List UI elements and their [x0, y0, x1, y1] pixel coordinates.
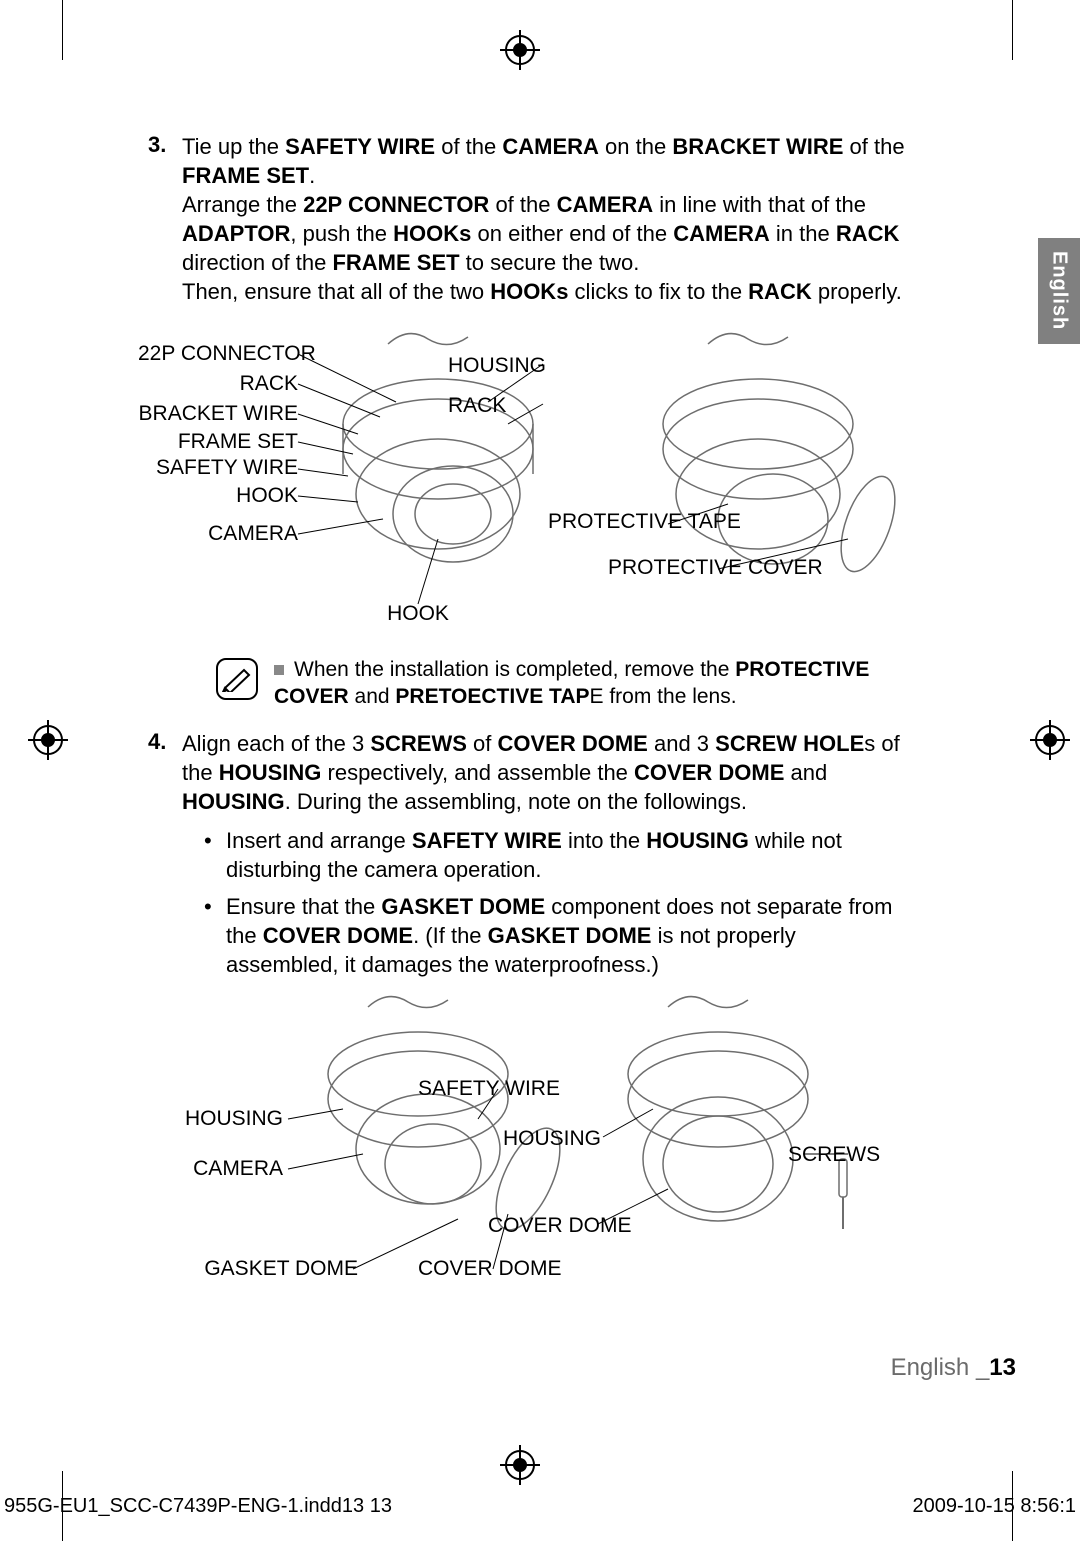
label-frame-set: FRAME SET [138, 430, 298, 454]
label-gasket-dome: GASKET DOME [158, 1257, 358, 1281]
label-camera: CAMERA [138, 522, 298, 546]
note-icon [216, 658, 258, 700]
step-number: 3. [148, 132, 166, 158]
step-3: 3. Tie up the SAFETY WIRE of the CAMERA … [148, 132, 908, 711]
note-text: When the installation is completed, remo… [274, 656, 908, 711]
label-hook-b: HOOK [358, 602, 478, 626]
page-content: 3. Tie up the SAFETY WIRE of the CAMERA … [148, 132, 908, 1319]
label-safety-wire: SAFETY WIRE [118, 456, 298, 480]
step-4: 4. Align each of the 3 SCREWS of COVER D… [148, 729, 908, 1309]
label-cover-dome-b: COVER DOME [418, 1257, 618, 1281]
page-footer: English _13 [891, 1354, 1016, 1382]
page-number: 13 [989, 1354, 1016, 1381]
language-tab: English [1038, 238, 1080, 344]
registration-mark-bottom [500, 1445, 540, 1485]
step-4-bullets: Insert and arrange SAFETY WIRE into the … [182, 826, 908, 979]
label-bracket-wire: BRACKET WIRE [118, 402, 298, 426]
label-hook-l: HOOK [168, 484, 298, 508]
label-prot-tape: PROTECTIVE TAPE [548, 510, 708, 534]
label-rack-l: RACK [168, 372, 298, 396]
bullet-2: Ensure that the GASKET DOME component do… [204, 892, 908, 979]
label-housing-r: HOUSING [503, 1127, 663, 1151]
label-screws: SCREWS [788, 1143, 908, 1167]
footer-language: English [891, 1354, 970, 1381]
print-footer: 955G-EU1_SCC-C7439P-ENG-1.indd13 13 2009… [0, 1495, 1080, 1518]
step-3-text: Tie up the SAFETY WIRE of the CAMERA on … [182, 132, 908, 306]
label-housing: HOUSING [448, 354, 608, 378]
bullet-1: Insert and arrange SAFETY WIRE into the … [204, 826, 908, 884]
label-prot-cover: PROTECTIVE COVER [608, 556, 808, 580]
crop-mark [1012, 0, 1013, 60]
registration-mark-left [28, 720, 68, 760]
step-4-text: Align each of the 3 SCREWS of COVER DOME… [182, 729, 908, 816]
label-housing-l: HOUSING [143, 1107, 283, 1131]
label-rack-r: RACK [448, 394, 608, 418]
registration-mark-top [500, 30, 540, 70]
registration-mark-right [1030, 720, 1070, 760]
label-camera-2: CAMERA [138, 1157, 283, 1181]
note-box: When the installation is completed, remo… [182, 656, 908, 711]
label-22p: 22P CONNECTOR [138, 342, 298, 366]
step-number: 4. [148, 729, 166, 755]
print-footer-right: 2009-10-15 8:56:1 [913, 1495, 1076, 1518]
crop-mark [62, 0, 63, 60]
label-cover-dome-r: COVER DOME [488, 1214, 668, 1238]
diagram-1: 22P CONNECTOR RACK BRACKET WIRE FRAME SE… [148, 324, 908, 644]
label-safety-wire-2: SAFETY WIRE [418, 1077, 618, 1101]
print-footer-left: 955G-EU1_SCC-C7439P-ENG-1.indd13 13 [4, 1495, 392, 1518]
diagram-2: HOUSING CAMERA GASKET DOME SAFETY WIRE C… [148, 989, 908, 1309]
